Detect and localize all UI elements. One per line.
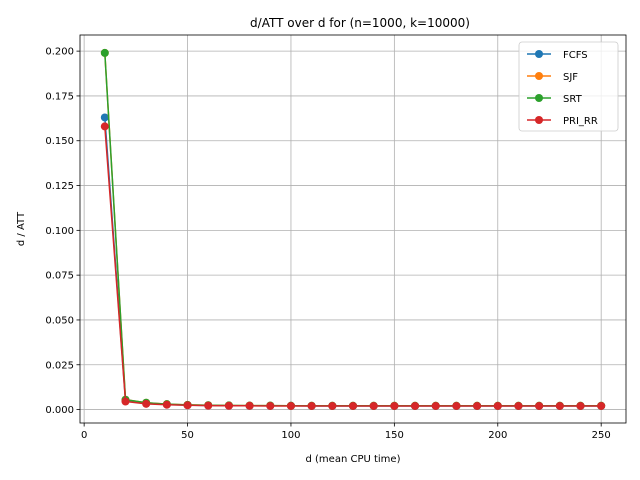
x-tick-label: 0 (81, 430, 87, 441)
y-axis-ticks: 0.000 0.025 0.050 0.075 0.100 0.125 0.150 0.175… (45, 47, 80, 416)
legend-item: FCFS (527, 50, 588, 61)
data-point (121, 397, 130, 406)
series-pri-rr (100, 122, 606, 410)
legend-marker (535, 72, 543, 80)
y-tick-label: 0.075 (45, 271, 74, 282)
chart-title: d/ATT over d for (n=1000, k=10000) (250, 16, 470, 30)
y-tick-label: 0.150 (45, 136, 74, 147)
legend-item: PRI_RR (527, 116, 598, 127)
data-point (411, 401, 420, 410)
data-point (224, 401, 233, 410)
data-point (162, 400, 171, 409)
plot-frame (79, 34, 627, 424)
legend-label: SRT (563, 94, 583, 105)
legend-label: SJF (563, 72, 578, 83)
legend-item: SRT (527, 94, 583, 105)
data-point (493, 401, 502, 410)
series-line (104, 126, 602, 407)
legend-label: FCFS (563, 50, 588, 61)
y-tick-label: 0.200 (45, 47, 74, 58)
data-point (204, 401, 213, 410)
data-point (245, 401, 254, 410)
y-tick-label: 0.100 (45, 226, 74, 237)
data-point (473, 401, 482, 410)
x-axis-ticks: 0 50 100 150 200 250 (81, 423, 611, 441)
data-point (328, 401, 337, 410)
data-point (535, 401, 544, 410)
data-point (307, 401, 316, 410)
y-tick-label: 0.125 (45, 181, 74, 192)
legend-item: SJF (527, 72, 578, 83)
data-point (100, 113, 109, 122)
legend-marker (535, 50, 543, 58)
series-fcfs (100, 113, 606, 410)
data-point (576, 401, 585, 410)
legend-marker (535, 116, 543, 124)
y-axis-label: d / ATT (16, 211, 27, 246)
y-tick-label: 0.175 (45, 91, 74, 102)
data-point (369, 401, 378, 410)
y-tick-label: 0.050 (45, 315, 74, 326)
x-tick-label: 50 (181, 430, 194, 441)
data-point (597, 401, 606, 410)
x-tick-label: 250 (592, 430, 611, 441)
data-point (452, 401, 461, 410)
legend-box (518, 41, 619, 132)
series-line (104, 117, 602, 407)
data-point (431, 401, 440, 410)
data-point (514, 401, 523, 410)
data-point (100, 122, 109, 131)
x-tick-label: 200 (488, 430, 507, 441)
x-tick-label: 100 (281, 430, 300, 441)
x-axis-label: d (mean CPU time) (306, 454, 401, 465)
data-point (349, 401, 357, 410)
data-point (100, 48, 109, 57)
data-point (390, 401, 399, 410)
y-tick-label: 0.000 (45, 405, 74, 416)
legend-marker (535, 94, 543, 102)
data-point (555, 401, 564, 410)
x-tick-label: 150 (385, 430, 404, 441)
y-tick-label: 0.025 (45, 360, 74, 371)
data-point (266, 401, 275, 410)
plot-series (100, 48, 606, 410)
data-point (183, 401, 192, 410)
data-point (142, 399, 151, 408)
legend: FCFS SJF SRT PRI_RR (518, 41, 619, 132)
data-point (286, 401, 295, 410)
legend-label: PRI_RR (563, 116, 598, 127)
